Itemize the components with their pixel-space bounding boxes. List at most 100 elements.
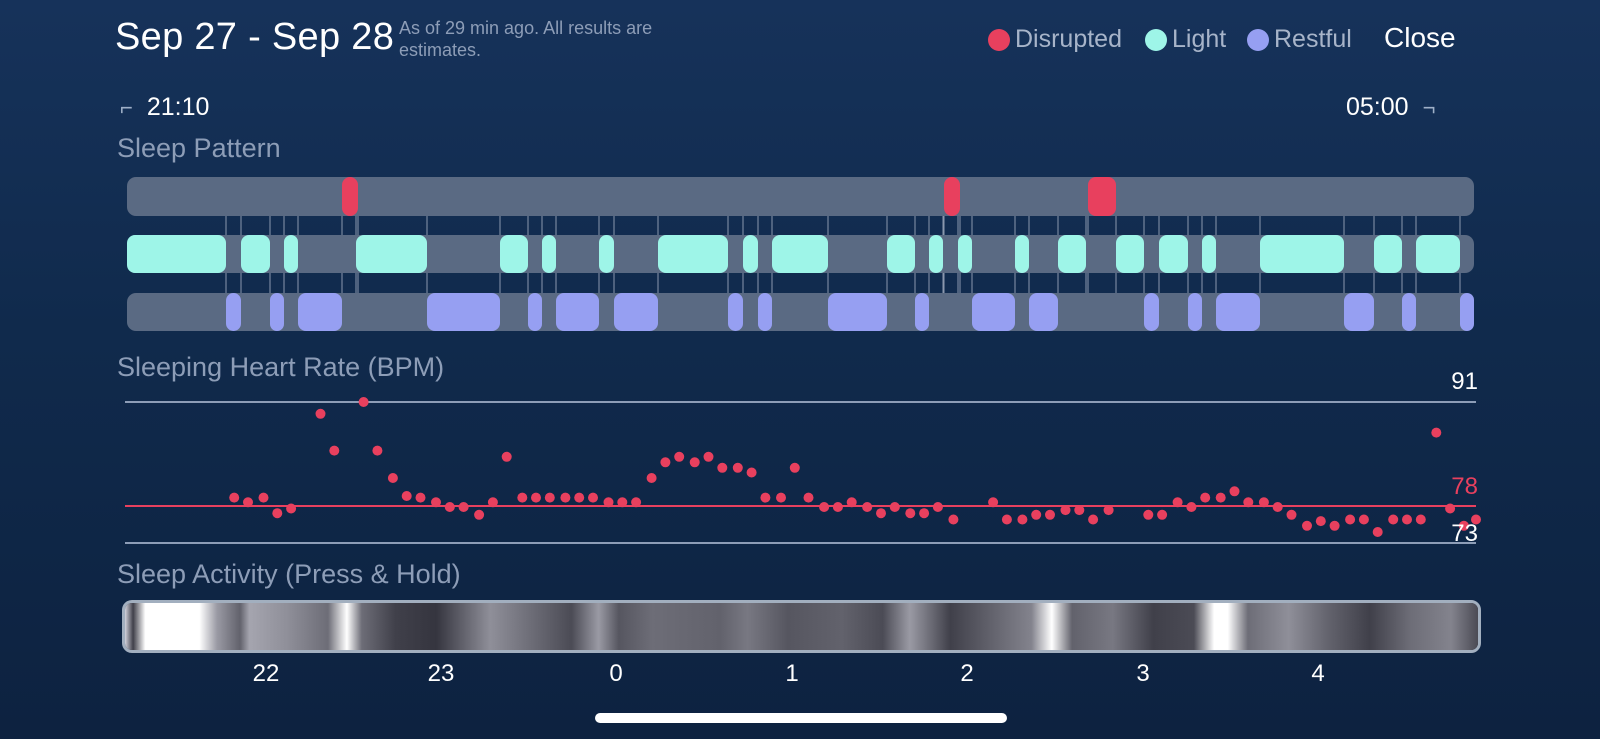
sleep-pattern-chart[interactable] xyxy=(0,0,1600,340)
sleep-stage-block-d-1 xyxy=(944,177,960,216)
sleep-activity-bar[interactable] xyxy=(122,600,1481,653)
disrupted-dot-icon xyxy=(988,28,1010,51)
sleep-stage-block-r-24 xyxy=(226,293,241,331)
hr-point-2 xyxy=(258,492,269,503)
hr-point-72 xyxy=(1345,514,1356,525)
hr-point-26 xyxy=(631,497,642,508)
hr-point-78 xyxy=(1431,427,1442,438)
hr-point-79 xyxy=(1445,503,1456,514)
hr-point-3 xyxy=(272,508,283,519)
activity-x-tick-2: 2 xyxy=(960,660,974,687)
hr-point-80 xyxy=(1458,520,1469,531)
hr-point-77 xyxy=(1415,514,1426,525)
hr-avg-label: 78 xyxy=(1451,473,1478,500)
sleep-stage-block-l-6 xyxy=(356,235,427,273)
sleep-stage-block-r-33 xyxy=(828,293,887,331)
hr-max-label: 91 xyxy=(1451,368,1478,395)
home-indicator[interactable] xyxy=(595,713,1007,723)
hr-point-75 xyxy=(1388,514,1399,525)
hr-point-46 xyxy=(919,508,930,519)
sleep-stage-block-r-34 xyxy=(915,293,929,331)
sleep-stage-block-r-40 xyxy=(1344,293,1374,331)
hr-point-38 xyxy=(803,492,814,503)
hr-point-55 xyxy=(1074,505,1085,516)
hr-point-21 xyxy=(560,492,571,503)
timeline-end: 05:00 ¬ xyxy=(1346,93,1435,122)
sleep-stage-block-d-0 xyxy=(342,177,358,216)
end-time: 05:00 xyxy=(1346,93,1409,121)
hr-point-0 xyxy=(229,492,240,503)
hr-point-61 xyxy=(1186,502,1197,512)
hr-point-33 xyxy=(732,462,743,473)
hr-point-23 xyxy=(588,492,598,503)
hr-point-63 xyxy=(1215,492,1226,503)
activity-x-tick-0: 0 xyxy=(609,660,623,687)
hr-point-6 xyxy=(329,445,340,456)
sleep-stage-block-l-13 xyxy=(887,235,915,273)
hr-point-25 xyxy=(617,497,628,508)
hr-point-13 xyxy=(444,502,455,512)
hr-point-57 xyxy=(1103,505,1114,516)
hr-point-19 xyxy=(531,492,541,503)
hr-point-65 xyxy=(1243,497,1254,508)
hr-point-29 xyxy=(674,451,685,462)
hr-point-18 xyxy=(517,492,528,503)
sleep-stage-block-l-16 xyxy=(1015,235,1029,273)
sleep-stage-block-r-37 xyxy=(1144,293,1159,331)
hr-point-42 xyxy=(862,502,873,512)
sleep-stage-block-r-38 xyxy=(1188,293,1202,331)
hr-point-47 xyxy=(932,502,943,512)
hr-point-44 xyxy=(889,502,900,512)
sleep-pattern-title: Sleep Pattern xyxy=(117,133,281,163)
sleep-stage-block-l-8 xyxy=(542,235,556,273)
sleep-stage-block-r-27 xyxy=(427,293,500,331)
date-range-title: Sep 27 - Sep 28 xyxy=(115,16,395,58)
light-dot-icon xyxy=(1145,28,1167,51)
hr-point-51 xyxy=(1017,514,1028,525)
hr-point-8 xyxy=(372,445,383,456)
heart-rate-title: Sleeping Heart Rate (BPM) xyxy=(117,352,445,382)
hr-point-53 xyxy=(1045,509,1055,520)
sleep-stage-block-l-19 xyxy=(1159,235,1188,273)
sleep-stage-block-r-31 xyxy=(728,293,743,331)
hr-point-73 xyxy=(1358,514,1369,525)
hr-point-71 xyxy=(1329,520,1340,531)
sleep-stage-block-l-12 xyxy=(772,235,828,273)
hr-point-34 xyxy=(746,467,757,478)
hr-point-59 xyxy=(1157,509,1168,520)
hr-point-22 xyxy=(574,492,585,503)
timeline-start: ⌐ 21:10 xyxy=(120,93,209,122)
hr-point-5 xyxy=(315,408,326,419)
hr-point-24 xyxy=(603,497,614,508)
close-button[interactable]: Close xyxy=(1384,22,1456,53)
hr-point-10 xyxy=(401,491,412,501)
legend-light: Light xyxy=(1145,25,1226,54)
hr-point-28 xyxy=(660,457,671,468)
hr-point-9 xyxy=(387,473,398,483)
hr-min-label: 73 xyxy=(1451,520,1478,547)
sleep-stage-block-l-21 xyxy=(1260,235,1344,273)
hr-point-12 xyxy=(431,497,441,508)
hr-point-81 xyxy=(1471,514,1481,525)
hr-point-70 xyxy=(1315,516,1326,527)
hr-point-62 xyxy=(1200,492,1211,503)
sleep-stage-block-l-14 xyxy=(929,235,943,273)
hr-point-27 xyxy=(646,473,657,483)
hr-point-17 xyxy=(501,451,512,462)
hr-point-31 xyxy=(703,451,714,462)
sleep-stage-block-l-23 xyxy=(1416,235,1460,273)
sleep-stage-block-r-42 xyxy=(1460,293,1474,331)
activity-x-tick-4: 4 xyxy=(1311,660,1325,687)
hr-point-11 xyxy=(415,492,426,503)
sleep-stage-block-r-41 xyxy=(1402,293,1416,331)
sleep-stage-block-r-26 xyxy=(298,293,342,331)
start-time: 21:10 xyxy=(146,93,210,121)
activity-x-tick-3: 3 xyxy=(1136,660,1150,687)
sleep-stage-block-l-11 xyxy=(743,235,758,273)
sleep-stage-block-r-32 xyxy=(758,293,772,331)
heart-rate-chart xyxy=(125,397,1481,544)
hr-point-14 xyxy=(458,502,469,512)
restful-dot-icon xyxy=(1247,28,1269,51)
legend-restful-label: Restful xyxy=(1274,25,1352,53)
sleep-stage-block-r-35 xyxy=(972,293,1015,331)
